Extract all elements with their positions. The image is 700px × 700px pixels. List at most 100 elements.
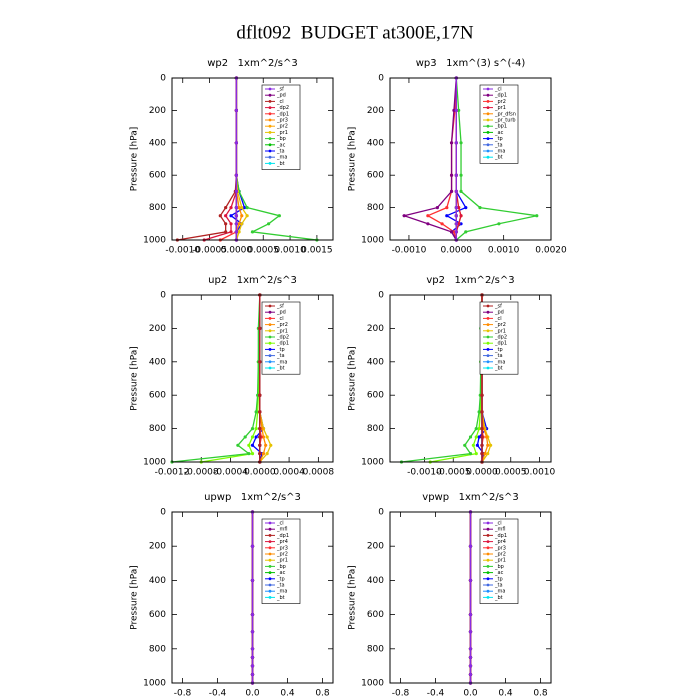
panel-title: vpwp 1xm^2/s^3 — [422, 492, 518, 503]
legend-marker — [486, 521, 490, 525]
legend-label: _pd — [276, 93, 286, 99]
x-tick-label: 0.0008 — [303, 468, 335, 478]
x-tick-label: -0.0004 — [213, 468, 248, 478]
legend-label: _ac — [494, 570, 504, 576]
legend-marker — [486, 155, 490, 159]
y-tick-label: 400 — [149, 138, 166, 148]
panel-title: upwp 1xm^2/s^3 — [204, 492, 301, 503]
y-tick-label: 800 — [367, 424, 384, 434]
series-marker — [250, 452, 255, 456]
legend-label: _pr2 — [276, 552, 288, 558]
series-marker — [468, 672, 473, 677]
series-marker — [218, 214, 222, 218]
series-marker — [254, 410, 258, 414]
legend-marker — [486, 577, 490, 581]
legend-label: _pd — [494, 310, 504, 316]
series-marker — [485, 435, 489, 439]
series-marker — [454, 206, 458, 210]
legend-label: _sf — [276, 87, 284, 93]
legend-marker — [486, 546, 490, 550]
series-marker — [468, 544, 473, 548]
legend-label: _cl — [276, 99, 284, 105]
legend-marker — [268, 527, 272, 531]
legend-marker — [486, 348, 490, 351]
series-marker — [474, 452, 478, 456]
series-marker — [475, 443, 479, 447]
y-axis-label: Pressure [hPa] — [130, 127, 140, 192]
series-marker — [489, 443, 493, 447]
series-marker — [240, 214, 244, 218]
series-marker — [264, 443, 268, 447]
series-marker — [258, 452, 262, 456]
legend-label: _pr1 — [494, 105, 506, 111]
plot-frame — [171, 511, 334, 684]
series-marker — [426, 222, 430, 226]
series-marker — [250, 230, 255, 234]
legend-label: _bp — [494, 564, 504, 570]
series-marker — [454, 222, 458, 226]
y-axis-label: Pressure [hPa] — [348, 346, 358, 411]
legend-label: _ma — [494, 359, 505, 365]
legend-label: _pr1 — [494, 328, 506, 334]
panel-title: up2 1xm^2/s^3 — [208, 275, 297, 286]
series-marker — [468, 452, 473, 456]
series-marker — [468, 630, 473, 634]
legend-label: _bp — [276, 136, 286, 142]
y-tick-label: 800 — [149, 203, 166, 213]
legend-label: _bt — [494, 366, 503, 372]
y-tick-label: 400 — [367, 576, 384, 586]
x-tick-label: 0.0005 — [247, 246, 279, 256]
series-marker — [250, 435, 255, 439]
series-marker — [449, 141, 454, 145]
series-marker — [277, 214, 281, 218]
series-marker — [234, 206, 238, 210]
series-marker — [245, 206, 249, 210]
y-tick-label: 400 — [149, 576, 166, 586]
series-marker — [477, 427, 481, 431]
legend-marker — [486, 552, 490, 556]
legend-label: _cl — [494, 87, 502, 93]
legend-marker — [486, 124, 490, 128]
y-tick-label: 400 — [367, 138, 384, 148]
legend-label: _pd — [276, 310, 286, 316]
legend-label: _pr3 — [276, 545, 288, 551]
series-marker — [468, 664, 473, 668]
legend-marker — [268, 589, 272, 593]
plot-frame — [171, 77, 334, 241]
legend-label: _ac — [494, 130, 504, 136]
series-marker — [454, 189, 458, 193]
series-marker — [250, 630, 255, 634]
series-marker — [454, 173, 458, 177]
series-line — [430, 294, 483, 463]
series-marker — [261, 452, 266, 456]
series-marker — [480, 443, 484, 447]
legend-marker — [268, 596, 272, 599]
x-tick-label: 0.0010 — [524, 468, 556, 478]
series-marker — [474, 435, 478, 439]
legend-marker — [268, 87, 272, 91]
legend-marker — [268, 131, 272, 134]
series-marker — [457, 222, 461, 226]
x-tick-label: 0.0000 — [221, 246, 253, 256]
series-marker — [250, 647, 255, 651]
legend-marker — [268, 106, 272, 109]
legend-marker — [486, 360, 490, 364]
legend-label: _ma — [494, 589, 505, 595]
legend-marker — [268, 341, 272, 345]
series-marker — [254, 427, 258, 431]
legend-label: _pr1 — [276, 558, 288, 564]
series-marker — [258, 410, 262, 414]
series-marker — [454, 141, 458, 145]
panel-title: wp3 1xm^(3) s^(-4) — [416, 58, 526, 69]
legend-marker — [268, 571, 272, 574]
y-tick-label: 600 — [149, 391, 166, 401]
series-marker — [256, 393, 260, 397]
series-marker — [229, 230, 233, 234]
series-marker — [459, 214, 463, 218]
series-marker — [486, 452, 490, 456]
series-marker — [250, 613, 255, 617]
legend-marker — [486, 354, 490, 357]
y-tick-label: 600 — [367, 391, 384, 401]
series-line — [220, 78, 238, 241]
y-tick-label: 800 — [149, 424, 166, 434]
